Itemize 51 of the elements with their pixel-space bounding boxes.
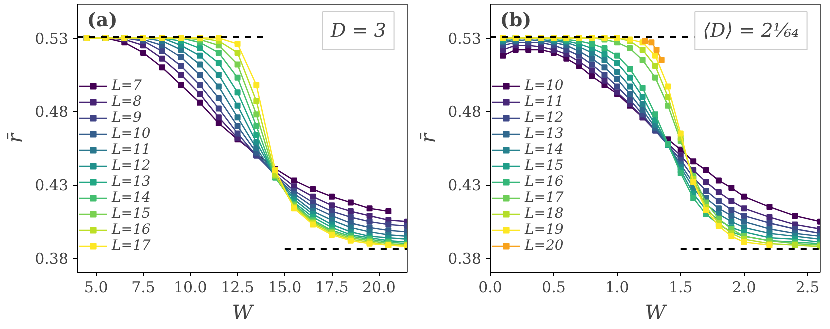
x-tick-label: 7.5 xyxy=(132,278,156,296)
legend-label: L=18 xyxy=(525,206,564,222)
y-tick-label: 0.53 xyxy=(448,30,482,48)
legend-label: L=14 xyxy=(112,190,151,206)
legend-label: L=13 xyxy=(112,174,151,190)
legend-label: L=10 xyxy=(112,126,151,142)
legend-label: L=11 xyxy=(112,142,151,158)
annotation: (a) xyxy=(87,9,118,32)
x-axis-title: W xyxy=(232,300,254,324)
legend-label: L=7 xyxy=(112,78,142,94)
y-axis-title: r̄ xyxy=(416,132,440,144)
legend-label: L=17 xyxy=(112,238,151,254)
x-tick-label: 5.0 xyxy=(84,278,108,296)
y-tick-label: 0.48 xyxy=(448,103,482,122)
y-tick-label: 0.48 xyxy=(35,103,69,122)
y-tick-label: 0.38 xyxy=(35,250,69,268)
legend-label: L=13 xyxy=(525,126,564,142)
legend-label: L=16 xyxy=(525,174,564,190)
legend-label: L=15 xyxy=(112,206,151,222)
annotation: ⟨D⟩ = 2¹⁄₆₄ xyxy=(703,20,800,42)
legend-label: L=17 xyxy=(525,190,564,206)
legend-label: L=19 xyxy=(525,222,564,238)
x-tick-label: 1.5 xyxy=(668,278,693,296)
x-tick-label: 17.5 xyxy=(315,278,349,296)
x-tick-label: 2.0 xyxy=(732,278,756,296)
legend-label: L=12 xyxy=(112,158,151,174)
x-tick-label: 0.0 xyxy=(478,278,502,296)
legend-label: L=14 xyxy=(525,142,564,158)
legend-label: L=9 xyxy=(112,110,142,126)
x-tick-label: 2.5 xyxy=(796,278,820,296)
legend-label: L=12 xyxy=(525,110,564,126)
y-tick-label: 0.43 xyxy=(448,176,482,195)
legend-label: L=16 xyxy=(112,222,151,238)
x-tick-label: 10.0 xyxy=(174,278,208,296)
legend-label: L=10 xyxy=(525,78,564,94)
x-axis-title: W xyxy=(645,300,668,324)
x-tick-label: 15.0 xyxy=(268,278,302,296)
y-tick-label: 0.53 xyxy=(35,30,69,48)
legend-label: L=20 xyxy=(525,238,564,254)
legend-label: L=15 xyxy=(525,158,564,174)
y-axis-title: r̄ xyxy=(3,132,28,144)
y-tick-label: 0.38 xyxy=(448,250,482,268)
legend-label: L=11 xyxy=(525,94,564,110)
annotation: D = 3 xyxy=(330,20,386,42)
x-tick-label: 20.0 xyxy=(362,278,396,296)
legend-label: L=8 xyxy=(112,94,142,110)
x-tick-label: 1.0 xyxy=(605,278,630,296)
y-tick-label: 0.43 xyxy=(35,176,69,195)
annotation: (b) xyxy=(500,9,532,32)
x-tick-label: 0.5 xyxy=(542,278,566,296)
x-tick-label: 12.5 xyxy=(221,278,254,296)
